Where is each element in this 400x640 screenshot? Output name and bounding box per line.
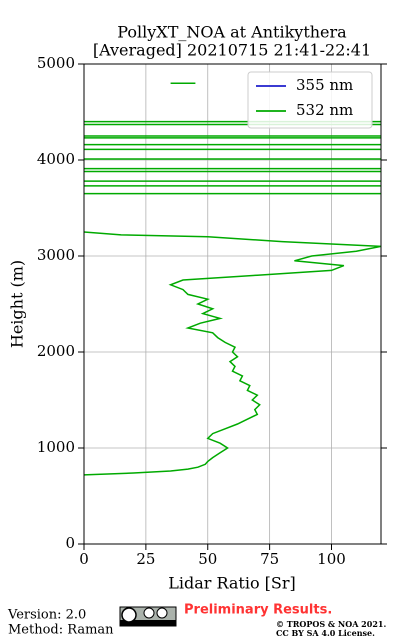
chart-title: PollyXT_NOA at Antikythera [117,23,347,42]
y-tick-label: 2000 [37,342,75,360]
x-tick-label: 100 [317,550,346,568]
y-tick-label: 5000 [37,54,75,72]
y-tick-label: 3000 [37,246,75,264]
y-axis-label: Height (m) [8,260,27,348]
method: Method: Raman [8,623,114,638]
copyright: © TROPOS & NOA 2021. [276,619,386,629]
x-tick-label: 75 [260,550,279,568]
y-tick-label: 4000 [37,150,75,168]
chart-subtitle: [Averaged] 20210715 21:41-22:41 [93,41,371,60]
x-tick-label: 0 [79,550,89,568]
legend-label: 355 nm [296,76,353,94]
cc-logo [119,606,177,627]
legend-label: 532 nm [296,101,353,119]
plot-frame [83,63,382,545]
y-tick-label: 0 [65,534,75,552]
x-tick-label: 25 [136,550,155,568]
license: CC BY SA 4.0 License. [276,628,375,638]
x-tick-label: 50 [198,550,217,568]
preliminary-note: Preliminary Results. [184,603,332,618]
y-tick-label: 1000 [37,438,75,456]
x-axis-label: Lidar Ratio [Sr] [168,574,296,593]
profile-line [84,82,381,476]
version: Version: 2.0 [7,608,86,623]
